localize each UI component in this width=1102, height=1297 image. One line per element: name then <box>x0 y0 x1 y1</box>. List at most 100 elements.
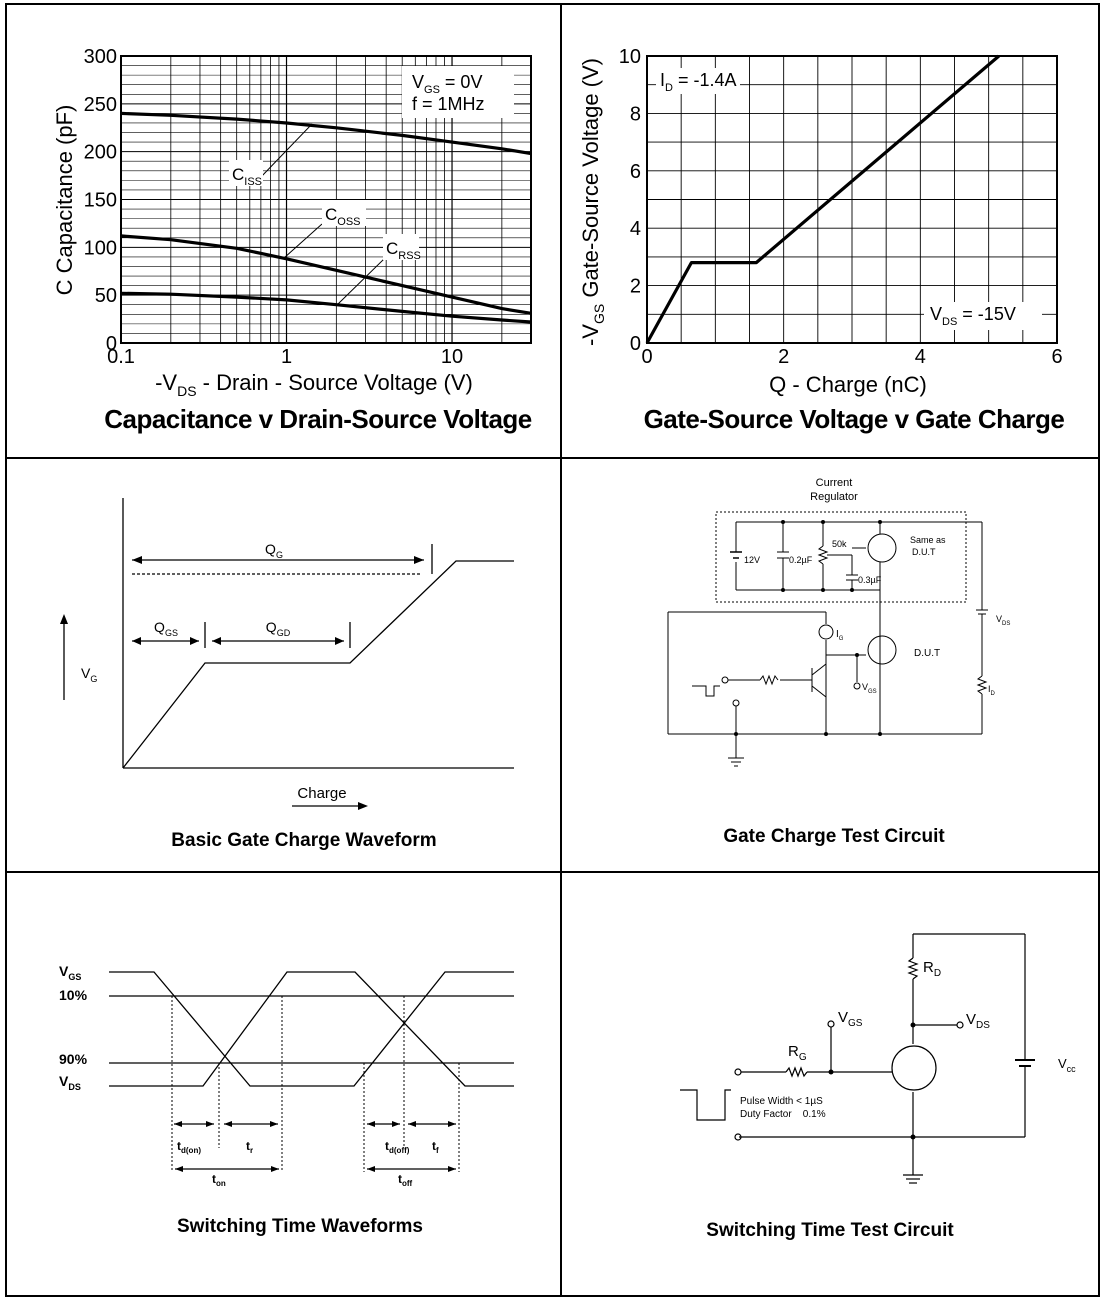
ton-label: ton <box>212 1172 226 1188</box>
capacitance-series-line-0 <box>120 111 532 156</box>
gate-charge-ytick-label: 8 <box>630 103 641 125</box>
current-regulator-label-2: Regulator <box>810 491 858 503</box>
gate-charge-test-circuit-title: Gate Charge Test Circuit <box>723 826 945 847</box>
charge-label: Charge <box>297 785 346 802</box>
ciss-label: CISS <box>232 165 262 188</box>
gate-charge-tick-labels: 0 2 4 6 0 2 4 6 8 10 <box>619 46 1063 368</box>
rd-label: RD <box>923 959 941 979</box>
ig-label: IG <box>836 629 844 642</box>
tdoff-label: td(off) <box>385 1139 410 1155</box>
gate-charge-ytick-label: 0 <box>630 333 641 355</box>
capacitance-ytick-label: 250 <box>84 94 117 116</box>
capacitance-ytick-label: 150 <box>84 190 117 212</box>
gate-charge-chart: 0 2 4 6 0 2 4 6 8 10 ID = -1.4A VDS = -15V Q - Ch… <box>578 46 1065 434</box>
capacitance-xlabel: -VDS - Drain - Source Voltage (V) <box>155 370 473 399</box>
gate-charge-xtick-label: 2 <box>778 346 789 368</box>
gate-charge-xtick-label: 0 <box>641 346 652 368</box>
same-as-dut-label-2: D.U.T <box>912 547 936 557</box>
supply-12v-label: 12V <box>744 555 760 565</box>
resistor-50k-label: 50k <box>832 539 847 549</box>
switching-circuit-nodes <box>828 1022 916 1140</box>
gate-circuit-nodes <box>734 520 882 736</box>
gate-charge-xtick-label: 4 <box>915 346 926 368</box>
same-as-dut-label-1: Same as <box>910 535 946 545</box>
switching-test-circuit <box>680 933 1035 1184</box>
switch-vgs-label: VGS <box>838 1009 863 1029</box>
coss-label: COSS <box>325 205 361 228</box>
gate-charge-ytick-label: 2 <box>630 276 641 298</box>
capacitance-series-line-1 <box>120 234 532 315</box>
gate-charge-vds-annotation: VDS = -15V <box>930 304 1016 328</box>
gate-charge-ytick-label: 6 <box>630 161 641 183</box>
gate-charge-curve <box>645 54 1000 344</box>
gate-charge-title: Gate-Source Voltage v Gate Charge <box>644 404 1065 434</box>
gate-charge-waveform-diagram <box>60 498 514 810</box>
switch-vds-label: VDS <box>966 1011 990 1031</box>
pulse-width-label: Pulse Width < 1µS <box>740 1096 823 1107</box>
gate-charge-series-line-0 <box>645 54 1000 344</box>
circuit-id-label: ID <box>988 684 996 697</box>
capacitance-ytick-label: 200 <box>84 142 117 164</box>
sw-vgs-label: VGS <box>59 963 81 982</box>
switching-test-circuit-title: Switching Time Test Circuit <box>706 1220 954 1241</box>
crss-label: CRSS <box>386 239 421 262</box>
ciss-leader <box>259 123 313 179</box>
vds-waveform <box>109 971 514 1087</box>
capacitance-plot-frame <box>120 55 532 344</box>
rg-label: RG <box>788 1043 807 1063</box>
capacitance-condition-freq: f = 1MHz <box>412 94 485 114</box>
gate-charge-ytick-label: 4 <box>630 218 641 240</box>
capacitance-condition-vgs: VGS = 0V <box>412 72 482 96</box>
cap-03uf-label: 0.3µF <box>858 575 882 585</box>
gate-charge-grid <box>646 56 1058 343</box>
capacitance-ytick-label: 300 <box>84 46 117 68</box>
vgs-waveform <box>109 971 514 1087</box>
sw-90pct-label: 90% <box>59 1051 88 1067</box>
capacitance-xtick-label: 0.1 <box>107 346 135 368</box>
tf-label: tf <box>432 1139 439 1155</box>
gate-charge-waveform-title: Basic Gate Charge Waveform <box>171 830 436 851</box>
sw-10pct-label: 10% <box>59 987 88 1003</box>
capacitance-ytick-label: 100 <box>84 237 117 259</box>
switching-waveforms-title: Switching Time Waveforms <box>177 1216 423 1237</box>
vcc-label: Vcc <box>1058 1056 1076 1074</box>
gate-charge-xtick-label: 6 <box>1051 346 1062 368</box>
capacitance-xtick-label: 10 <box>441 346 463 368</box>
gate-charge-test-circuit <box>667 511 988 767</box>
tdon-label: td(on) <box>177 1139 201 1155</box>
capacitance-xtick-label: 1 <box>281 346 292 368</box>
duty-factor-label: Duty Factor 0.1% <box>740 1109 826 1120</box>
switching-waveform-diagram <box>109 971 514 1172</box>
tr-label: tr <box>246 1139 253 1155</box>
gate-charge-xlabel: Q - Charge (nC) <box>769 372 927 397</box>
circuit-vds-label: VDS <box>996 614 1010 627</box>
capacitance-ytick-label: 0 <box>106 333 117 355</box>
capacitance-series-line-2 <box>120 291 532 324</box>
gate-charge-ytick-label: 10 <box>619 46 641 68</box>
gate-charge-plot-frame <box>646 55 1058 344</box>
qgd-label: QGD <box>266 619 291 638</box>
sw-vds-label: VDS <box>59 1073 81 1092</box>
capacitance-condition-box <box>402 66 514 118</box>
coss-leader <box>283 223 323 259</box>
cap-02uf-label: 0.2µF <box>789 555 813 565</box>
capacitance-curves <box>120 111 532 324</box>
capacitance-ytick-label: 50 <box>95 285 117 307</box>
qg-label: QG <box>265 541 283 560</box>
circuit-vgs-label: VGS <box>862 682 877 695</box>
crss-leader <box>337 257 386 305</box>
toff-label: toff <box>398 1172 413 1188</box>
vg-label: VG <box>81 665 97 684</box>
vg-waveform <box>122 560 514 769</box>
dut-label: D.U.T <box>914 648 940 659</box>
panel-frame <box>5 3 1100 1297</box>
qgs-label: QGS <box>154 619 178 638</box>
gate-charge-ylabel: -VGS Gate-Source Voltage (V) <box>578 58 607 346</box>
gate-charge-id-annotation: ID = -1.4A <box>660 70 737 94</box>
current-regulator-label-1: Current <box>816 477 853 489</box>
capacitance-title: Capacitance v Drain-Source Voltage <box>104 404 532 434</box>
capacitance-ylabel: C Capacitance (pF) <box>52 105 77 296</box>
